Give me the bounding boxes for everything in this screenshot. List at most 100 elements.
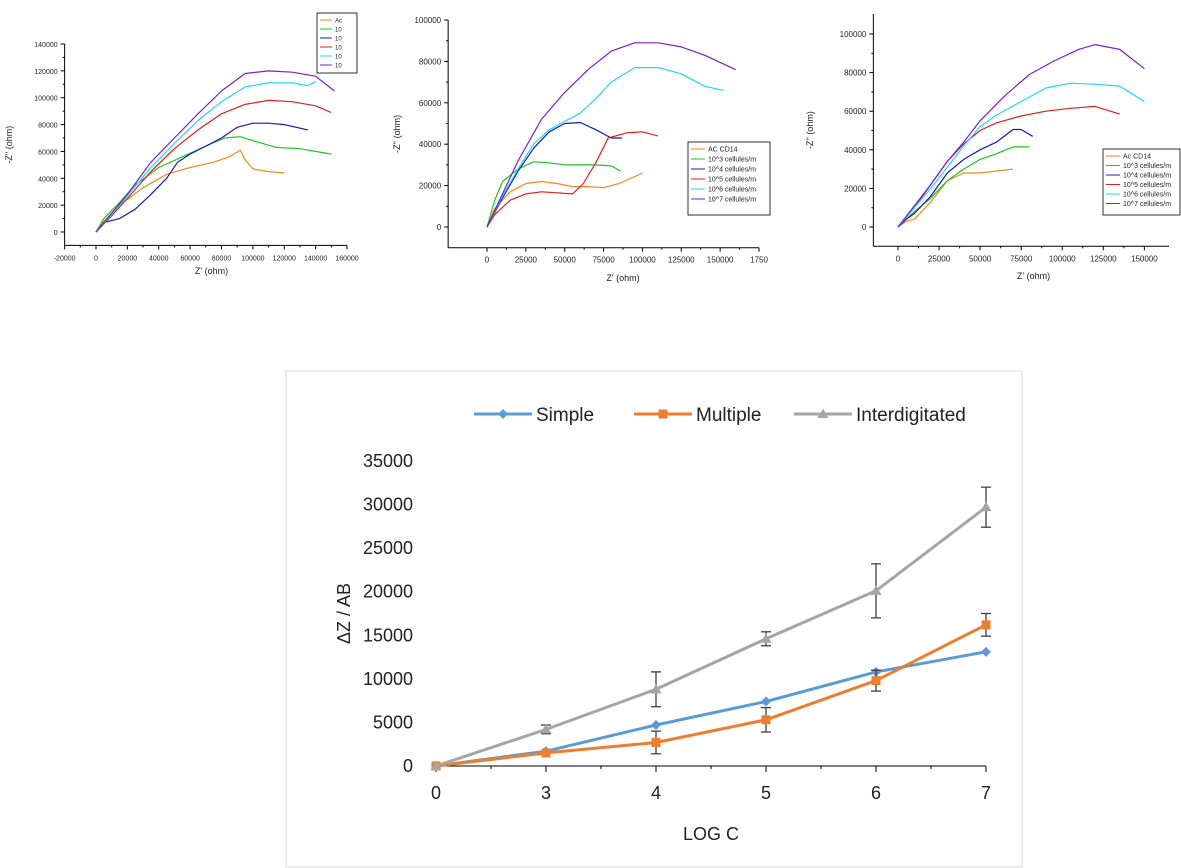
x-tick-label: 6 — [871, 783, 881, 803]
x-tick-label: 100000 — [1049, 254, 1076, 263]
marker-diamond — [761, 696, 771, 707]
legend-label: 10 — [335, 55, 342, 61]
x-axis-title: Z' (ohm) — [195, 266, 228, 276]
marker-diamond — [498, 409, 508, 419]
delta-z-chart: 0 3 4 5 6 7 0 5000 10000 15000 20000 25000 30000 3500… — [285, 370, 1023, 868]
y-tick-label: 20000 — [844, 184, 867, 193]
series-line — [95, 149, 285, 233]
legend-items: AC CD14 10^3 cellules/m 10^4 cellules/m 10^… — [691, 147, 756, 204]
y-axis-title: -Z'' (ohm) — [392, 115, 402, 153]
impedance-chart-2: 0 25000 50000 75000 100000 125000 150000 1750 0 2… — [392, 16, 771, 283]
y-tick-label: 10000 — [363, 669, 413, 689]
x-tick-label: 50000 — [969, 254, 992, 263]
x-tick-label: 75000 — [1010, 254, 1033, 263]
y-tick-label: 60000 — [844, 107, 867, 116]
legend-label: 10^4 cellules/m — [708, 167, 756, 174]
x-tick-label: 4 — [651, 783, 661, 803]
y-tick-label: 80000 — [38, 123, 58, 130]
y-tick-label: 30000 — [363, 495, 413, 515]
marker-square — [761, 715, 771, 725]
legend: Ac 10 10 10 10 10 — [316, 12, 358, 74]
legend-items: Ac CD14 10^3 cellules/m 10^4 cellules/m 10^… — [1106, 154, 1171, 208]
legend-label: 10 — [335, 37, 342, 43]
series-line — [435, 623, 987, 768]
y-tick-label: 5000 — [373, 712, 413, 732]
legend-label: 10^6 cellules/m — [1123, 192, 1171, 199]
y-tick-label: 100000 — [414, 16, 441, 25]
marker-triangle — [540, 723, 552, 734]
legend-label: 10 — [335, 28, 342, 34]
series-line — [897, 128, 1034, 228]
y-tick-label: 25000 — [363, 538, 413, 558]
series-interdigitated — [430, 486, 992, 770]
y-tick-label: 0 — [54, 230, 58, 237]
x-tick-label: 20000 — [118, 255, 138, 262]
marker-square — [541, 748, 551, 758]
y-tick-label: 80000 — [844, 69, 867, 78]
y-tick-label: 120000 — [34, 69, 57, 76]
marker-diamond — [981, 646, 991, 657]
series-line — [897, 82, 1145, 228]
x-tick-label: 150000 — [1131, 254, 1158, 263]
x-tick-label: 7 — [981, 783, 991, 803]
y-tick-label: 40000 — [844, 146, 867, 155]
marker-square — [871, 676, 881, 686]
series-line — [435, 506, 987, 768]
legend-label: Ac CD14 — [1123, 154, 1151, 161]
series-line — [95, 136, 332, 233]
chart-frame — [285, 370, 1023, 868]
x-tick-label: 5 — [761, 783, 771, 803]
series-line — [486, 42, 736, 228]
marker-square — [981, 620, 991, 630]
x-tick-label: 100000 — [241, 255, 264, 262]
series-line — [486, 161, 621, 228]
series-line — [95, 122, 308, 233]
impedance-chart-3: 0 25000 50000 75000 100000 125000 150000 0 20000… — [805, 14, 1181, 281]
x-tick-label: 125000 — [668, 256, 695, 265]
series-line — [897, 105, 1120, 228]
series-line — [95, 99, 332, 233]
x-tick-label: 0 — [896, 254, 901, 263]
legend-label: 10^5 cellules/m — [1123, 182, 1171, 189]
x-tick-label: 1750 — [750, 256, 768, 265]
x-tick-label: 60000 — [180, 255, 200, 262]
legend-label: 10 — [335, 46, 342, 52]
x-tick-label: 3 — [541, 783, 551, 803]
y-axis-title: -Z'' (ohm) — [4, 126, 14, 164]
series-line — [486, 131, 659, 228]
legend-label: 10^6 cellules/m — [708, 187, 756, 194]
x-tick-label: 120000 — [273, 255, 296, 262]
legend: AC CD14 10^3 cellules/m 10^4 cellules/m 10^… — [687, 141, 771, 216]
x-tick-label: 100000 — [629, 256, 656, 265]
y-tick-label: 40000 — [419, 140, 442, 149]
x-axis-title: LOG C — [683, 824, 739, 844]
x-tick-label: 50000 — [554, 256, 577, 265]
y-tick-label: 0 — [403, 756, 413, 776]
y-axis-title: -Z'' (ohm) — [805, 111, 815, 149]
x-axis-title: Z' (ohm) — [1017, 271, 1050, 281]
legend: Ac CD14 10^3 cellules/m 10^4 cellules/m 10^… — [1102, 148, 1181, 216]
marker-square — [651, 737, 661, 747]
y-tick-label: 80000 — [419, 57, 442, 66]
series-line — [95, 81, 316, 233]
x-axis-title: Z' (ohm) — [606, 273, 639, 283]
y-tick-label: 20000 — [419, 182, 442, 191]
x-tick-label: 75000 — [592, 256, 615, 265]
marker-triangle — [430, 760, 442, 770]
y-tick-label: 140000 — [34, 42, 57, 49]
legend-label: 10 — [335, 64, 342, 70]
legend-label: 10^3 cellules/m — [1123, 163, 1171, 170]
series-line — [897, 168, 1014, 228]
legend-label: 10^7 cellules/m — [708, 197, 756, 204]
legend-label: 10^7 cellules/m — [1123, 201, 1171, 208]
series-line — [486, 67, 724, 228]
y-tick-label: 0 — [862, 223, 867, 232]
x-tick-label: 0 — [94, 255, 98, 262]
y-tick-label: 15000 — [363, 625, 413, 645]
marker-triangle — [760, 633, 772, 643]
legend-items: Ac 10 10 10 10 10 — [320, 19, 342, 70]
legend-label: Simple — [536, 405, 594, 426]
marker-diamond — [651, 720, 661, 731]
y-tick-label: 60000 — [38, 149, 58, 156]
